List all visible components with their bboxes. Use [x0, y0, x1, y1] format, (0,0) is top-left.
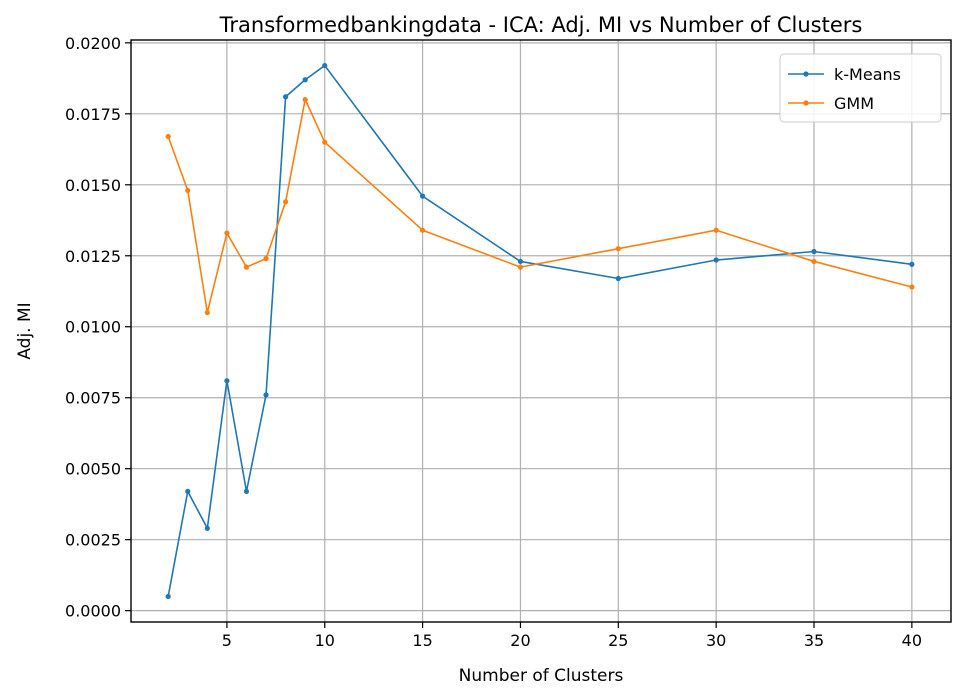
- data-point-gmm: [263, 256, 269, 262]
- x-axis-ticks: 5 10 15 20 25 30 35 40: [222, 622, 922, 650]
- x-tick-label: 15: [412, 631, 432, 650]
- series-gmm: [165, 97, 915, 316]
- data-point-gmm: [615, 246, 621, 252]
- data-point-gmm: [419, 227, 426, 233]
- y-axis-label: Adj. MI: [15, 302, 35, 359]
- data-point-kmeans: [517, 258, 524, 265]
- data-point-kmeans: [615, 275, 621, 282]
- y-tick-label: 0.0150: [65, 176, 121, 195]
- data-point-kmeans: [263, 392, 269, 398]
- y-tick-label: 0.0200: [65, 34, 121, 53]
- y-tick-label: 0.0175: [65, 105, 121, 124]
- x-axis-label: Number of Clusters: [459, 666, 624, 686]
- data-point-kmeans: [204, 525, 210, 531]
- x-tick-label: 35: [804, 631, 824, 650]
- series-layer: [165, 62, 915, 600]
- data-point-gmm: [811, 258, 817, 265]
- y-tick-label: 0.0000: [65, 602, 121, 621]
- legend-label-gmm: GMM: [834, 94, 874, 113]
- data-point-gmm: [302, 97, 308, 103]
- data-point-kmeans: [185, 488, 191, 495]
- x-tick-label: 10: [315, 631, 335, 650]
- data-point-kmeans: [224, 378, 230, 384]
- x-tick-label: 5: [222, 631, 232, 650]
- series-kmeans: [165, 62, 915, 600]
- y-axis-ticks: 0.0000 0.0025 0.0050 0.0075 0.0100 0.0125 0.01…: [65, 34, 131, 621]
- plot-frame: [130, 39, 952, 623]
- data-point-gmm: [909, 284, 915, 290]
- legend-marker-kmeans: [803, 71, 809, 77]
- y-tick-label: 0.0075: [65, 389, 121, 408]
- legend-label-kmeans: k-Means: [834, 65, 901, 84]
- legend: k-Means GMM: [779, 53, 942, 123]
- chart-title: Transformedbankingdata - ICA: Adj. MI vs…: [219, 13, 863, 37]
- data-point-gmm: [224, 230, 230, 236]
- legend-box: [779, 53, 942, 123]
- data-point-gmm: [243, 264, 250, 270]
- data-point-kmeans: [283, 94, 289, 100]
- legend-marker-gmm: [803, 100, 809, 106]
- x-tick-label: 20: [510, 631, 530, 650]
- data-point-kmeans: [302, 77, 308, 83]
- data-point-kmeans: [243, 488, 250, 495]
- data-point-gmm: [165, 133, 171, 140]
- data-point-gmm: [322, 139, 328, 145]
- data-point-kmeans: [909, 261, 915, 267]
- y-tick-label: 0.0025: [65, 531, 121, 550]
- data-point-gmm: [185, 187, 191, 194]
- data-point-kmeans: [419, 193, 426, 199]
- data-point-gmm: [713, 227, 719, 233]
- y-tick-label: 0.0100: [65, 318, 121, 337]
- y-tick-label: 0.0050: [65, 460, 121, 479]
- x-tick-label: 25: [608, 631, 628, 650]
- data-point-gmm: [283, 199, 289, 205]
- data-point-kmeans: [165, 593, 171, 600]
- data-point-kmeans: [322, 62, 328, 69]
- data-point-kmeans: [811, 248, 817, 255]
- x-tick-label: 40: [902, 631, 922, 650]
- data-point-gmm: [204, 309, 210, 316]
- y-tick-label: 0.0125: [65, 247, 121, 266]
- x-tick-label: 30: [706, 631, 726, 650]
- grid: [131, 40, 951, 622]
- data-point-gmm: [517, 264, 524, 270]
- data-point-kmeans: [713, 257, 719, 263]
